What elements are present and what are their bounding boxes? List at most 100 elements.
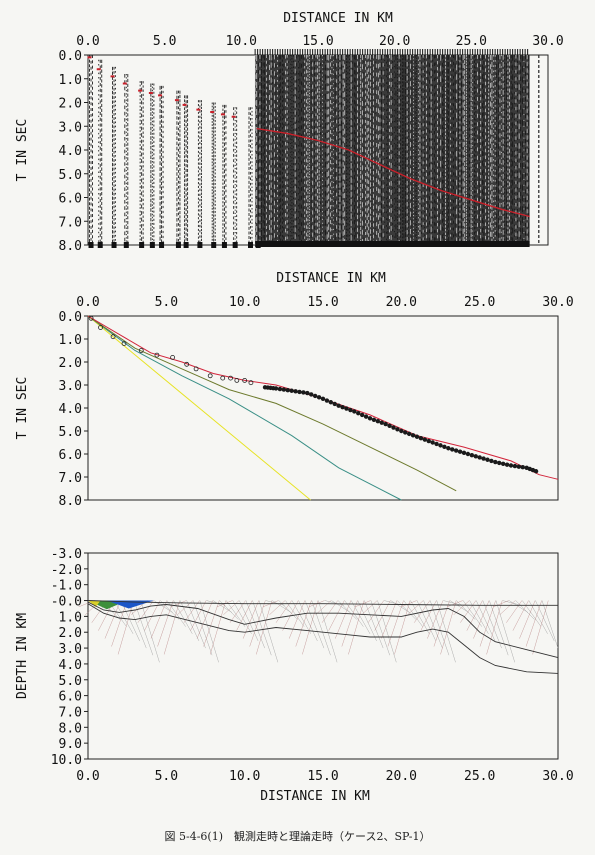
velocity-model-ray bbox=[311, 600, 331, 656]
velocity-model-ray bbox=[285, 600, 305, 627]
travel-time-observed-pick bbox=[450, 447, 455, 452]
travel-time-observed-point bbox=[193, 366, 199, 372]
travel-time-observed-pick bbox=[395, 427, 400, 432]
record-section-theoretical-curve bbox=[256, 127, 530, 218]
record-section-xtick-label: 5.0 bbox=[153, 34, 176, 49]
velocity-model-ray bbox=[223, 600, 240, 615]
velocity-model-ytick-label: 3.0 bbox=[59, 642, 82, 657]
travel-time-observed-pick bbox=[387, 423, 392, 429]
velocity-model-ray bbox=[111, 600, 128, 647]
velocity-model-ray bbox=[304, 600, 325, 649]
travel-time-observed-pick bbox=[426, 438, 431, 444]
record-section-traces bbox=[88, 49, 540, 248]
velocity-model-ray bbox=[232, 600, 252, 634]
record-section-xtick-label: 30.0 bbox=[532, 34, 563, 49]
velocity-model-xtick-label: 25.0 bbox=[464, 769, 495, 784]
travel-time-observed-pick bbox=[359, 412, 365, 418]
record-section-first-break-pick bbox=[87, 56, 92, 59]
record-section-ytick-label: 1.0 bbox=[59, 73, 82, 88]
record-section-first-break-pick bbox=[210, 111, 215, 113]
travel-time-observed-point bbox=[184, 361, 190, 367]
travel-time-observed-pick bbox=[489, 458, 494, 464]
travel-time-observed-pick bbox=[485, 457, 490, 462]
record-section-ylabel: T IN SEC bbox=[15, 119, 30, 182]
travel-time-observed-pick bbox=[533, 469, 539, 474]
velocity-model-ray bbox=[291, 600, 311, 634]
velocity-model-ray bbox=[298, 600, 318, 642]
velocity-model-ray bbox=[456, 600, 476, 620]
travel-time-observed-pick bbox=[500, 461, 506, 466]
travel-time-observed-pick bbox=[285, 387, 290, 393]
velocity-model-layer-fill bbox=[88, 600, 101, 607]
velocity-model-ray bbox=[449, 600, 469, 613]
velocity-model-ray bbox=[226, 600, 246, 627]
travel-time-observed-point bbox=[242, 377, 248, 383]
travel-time-axes: 0.0 5.0 10.0 15.0 20.0 25.0 30.0 0.0 1.0 2.0 3.0 4.… bbox=[15, 271, 574, 509]
velocity-model-ray bbox=[535, 600, 555, 642]
velocity-model-frame bbox=[87, 552, 559, 760]
record-section-trace-foot bbox=[88, 242, 94, 248]
record-section-first-break-pick bbox=[220, 113, 225, 116]
record-section-dense-base bbox=[255, 241, 530, 247]
velocity-model-ray bbox=[331, 600, 351, 613]
velocity-model-ray bbox=[127, 600, 147, 649]
record-section-first-break-pick bbox=[148, 92, 153, 94]
travel-time-observed-pick bbox=[414, 434, 420, 439]
record-section-first-break-pick bbox=[231, 115, 236, 118]
velocity-model-ray bbox=[265, 600, 285, 606]
velocity-model-ray bbox=[157, 600, 174, 647]
velocity-model-ray bbox=[239, 600, 259, 642]
record-section-xtick-label: 0.0 bbox=[76, 34, 99, 49]
travel-time-observed-pick bbox=[391, 425, 396, 430]
velocity-model-ytick-label: -0.0 bbox=[51, 595, 82, 610]
record-section-trace-foot bbox=[197, 242, 203, 248]
velocity-model-ytick-label: 8.0 bbox=[59, 721, 82, 736]
record-section-first-break-pick bbox=[110, 75, 115, 78]
travel-time-observed-pick bbox=[289, 388, 294, 393]
record-section-ytick-label: 8.0 bbox=[59, 239, 82, 254]
velocity-model-ray bbox=[528, 600, 548, 634]
travel-time-observed-pick bbox=[410, 433, 416, 438]
record-section-ytick-label: 0.0 bbox=[59, 49, 82, 64]
velocity-model-ray bbox=[416, 600, 436, 642]
travel-time-observed-pick bbox=[508, 463, 514, 468]
record-section-first-break-pick bbox=[196, 108, 201, 111]
velocity-model-ray bbox=[509, 600, 529, 613]
velocity-model-ray bbox=[499, 600, 516, 615]
velocity-model-ray bbox=[541, 600, 559, 649]
travel-time-observed-pick bbox=[312, 393, 318, 399]
travel-time-observed-pick bbox=[301, 390, 306, 395]
velocity-model-ytick-label: -2.0 bbox=[51, 563, 82, 578]
velocity-model-xtick-label: 30.0 bbox=[542, 769, 573, 784]
travel-time-observed-pick bbox=[367, 416, 373, 421]
travel-time-observed-pick bbox=[473, 454, 478, 459]
travel-time-observed-point bbox=[138, 348, 144, 353]
record-section-first-break-pick bbox=[138, 89, 143, 92]
record-section-xtick-label: 20.0 bbox=[379, 34, 410, 49]
travel-time-ylabel: T IN SEC bbox=[15, 377, 30, 440]
travel-time-observed-pick bbox=[418, 435, 424, 441]
velocity-model-ray bbox=[120, 600, 140, 642]
velocity-model-ray bbox=[190, 600, 207, 631]
record-section-trace-foot bbox=[97, 242, 103, 248]
travel-time-observed-pick bbox=[504, 462, 510, 467]
velocity-model-ytick-label: 2.0 bbox=[59, 626, 82, 641]
travel-time-ytick-label: 8.0 bbox=[59, 494, 82, 509]
travel-time-observed-pick bbox=[356, 410, 361, 416]
travel-time-observed-point bbox=[154, 352, 160, 358]
velocity-model-ray bbox=[394, 600, 411, 655]
velocity-model-ray bbox=[150, 600, 167, 639]
travel-time-observed-pick bbox=[406, 431, 412, 437]
velocity-model-ray bbox=[328, 600, 345, 631]
velocity-model-layer-boundary bbox=[87, 600, 558, 606]
velocity-model-ytick-label: 6.0 bbox=[59, 690, 82, 705]
velocity-model-ray bbox=[335, 600, 352, 639]
travel-time-observed-pick bbox=[469, 452, 475, 458]
velocity-model-ray bbox=[133, 600, 154, 656]
velocity-model-ray bbox=[522, 600, 542, 627]
velocity-model-ray bbox=[493, 600, 509, 608]
velocity-model-ray bbox=[357, 600, 377, 642]
velocity-model-ytick-label: -1.0 bbox=[51, 579, 82, 594]
travel-time-observed-pick bbox=[512, 463, 518, 469]
